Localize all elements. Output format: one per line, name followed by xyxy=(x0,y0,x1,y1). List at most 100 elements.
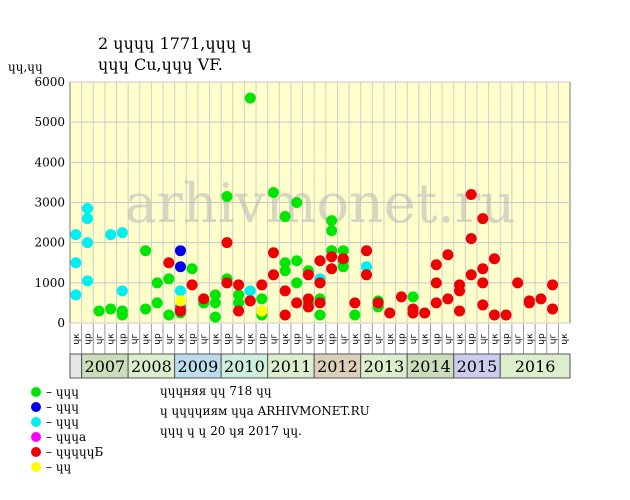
month-label: ɥк xyxy=(281,333,291,345)
data-point xyxy=(267,247,279,259)
data-point xyxy=(314,309,326,321)
month-label: ɥк xyxy=(456,333,466,345)
data-point xyxy=(302,269,314,281)
month-label: ɥг xyxy=(304,334,314,345)
data-point xyxy=(291,197,303,208)
month-label: ɥк xyxy=(490,333,500,345)
data-point xyxy=(326,263,338,275)
month-label: ɥг xyxy=(95,334,105,345)
data-point xyxy=(279,309,291,321)
month-label: ɥг xyxy=(514,334,524,345)
data-point xyxy=(291,277,303,289)
month-label: ɥр xyxy=(397,333,407,345)
data-point xyxy=(372,297,384,309)
legend-marker xyxy=(31,402,41,412)
data-point xyxy=(523,297,535,309)
data-point xyxy=(70,289,82,301)
legend-label: – ɥɥɥ xyxy=(46,385,79,399)
data-point xyxy=(81,275,93,287)
data-point xyxy=(326,225,338,237)
month-label: ɥр xyxy=(223,333,233,345)
month-label: ɥр xyxy=(328,333,338,345)
y-tick-label: 5000 xyxy=(34,115,65,129)
legend-label: – ɥɥɥ xyxy=(46,415,79,429)
info-line-3: ɥɥɥ ɥ ɥ 20 ɥя 2017 ɥɥ. xyxy=(160,424,302,438)
data-point xyxy=(244,295,256,307)
month-label: ɥг xyxy=(409,334,419,345)
year-label: 2009 xyxy=(178,357,219,376)
month-label: ɥг xyxy=(374,334,384,345)
info-line-1: ɥɥɥняя ɥɥ 718 ɥɥ xyxy=(160,384,272,398)
month-label: ɥк xyxy=(386,333,396,345)
watermark: arhivmonet.ru xyxy=(125,172,515,235)
data-point xyxy=(488,253,500,265)
year-cell xyxy=(267,353,315,379)
data-point xyxy=(337,261,349,273)
year-axis: 2007 2008 2009 2010 2011 2012 2013 2014 2015 2016 xyxy=(69,353,571,379)
y-axis: 0 1000 2000 3000 4000 5000 6000 xyxy=(34,75,65,330)
data-point xyxy=(174,305,186,317)
data-point xyxy=(81,213,93,225)
month-label: ɥр xyxy=(83,333,93,345)
month-label: ɥр xyxy=(153,333,163,345)
data-point xyxy=(81,203,93,215)
legend-label: – ɥɥɥ xyxy=(46,400,79,414)
month-label: ɥг xyxy=(269,334,279,345)
month-label: ɥк xyxy=(72,333,82,345)
y-tick-label: 3000 xyxy=(34,196,65,210)
month-label: ɥг xyxy=(479,334,489,345)
data-point xyxy=(70,229,82,241)
data-point xyxy=(116,309,128,321)
month-label: ɥр xyxy=(432,333,442,345)
data-point xyxy=(430,297,442,309)
y-tick-label: 2000 xyxy=(34,236,65,250)
month-label: ɥг xyxy=(130,334,140,345)
data-point xyxy=(256,279,268,291)
data-point xyxy=(291,297,303,309)
chart-title-line2: ɥɥɥ Cu,ɥɥɥ VF. xyxy=(98,55,223,74)
data-point xyxy=(465,269,477,281)
data-point xyxy=(81,237,93,249)
data-point xyxy=(174,245,186,257)
month-label: ɥр xyxy=(502,333,512,345)
month-label: ɥр xyxy=(537,333,547,345)
data-point xyxy=(209,297,221,309)
data-point xyxy=(186,263,198,275)
year-label: 2007 xyxy=(85,357,126,376)
data-point xyxy=(267,269,279,281)
data-point xyxy=(454,285,466,297)
month-label: ɥр xyxy=(363,333,373,345)
data-point xyxy=(116,285,128,297)
data-point xyxy=(547,303,559,315)
y-tick-label: 6000 xyxy=(34,75,65,89)
data-point xyxy=(163,273,175,285)
legend-label: – ɥɥɥɥɥБ xyxy=(46,445,103,459)
data-point xyxy=(407,307,419,319)
data-point xyxy=(407,291,419,303)
month-label: ɥк xyxy=(421,333,431,345)
data-point xyxy=(140,303,152,315)
data-point xyxy=(244,285,256,297)
year-label: 2011 xyxy=(271,357,312,376)
data-point xyxy=(209,289,221,301)
data-point xyxy=(174,261,186,273)
data-point xyxy=(512,277,524,289)
data-point xyxy=(314,297,326,309)
month-label: ɥг xyxy=(165,334,175,345)
data-point xyxy=(174,285,186,297)
year-row-border xyxy=(69,353,571,379)
data-point xyxy=(361,245,373,257)
legend-label: – ɥɥ xyxy=(46,460,72,474)
legend-marker xyxy=(31,417,41,427)
legend-marker xyxy=(31,432,41,442)
year-label: 2014 xyxy=(410,357,451,376)
data-point xyxy=(326,251,338,263)
month-axis: ɥк ɥр ɥг ɥк ɥр ɥг ɥк ɥр ɥг ɥк ɥр ɥг ɥк ɥр ɥг ɥк ɥр ɥг ɥк ɥр… xyxy=(69,324,570,354)
data-point xyxy=(547,279,559,291)
data-point xyxy=(477,299,489,311)
data-point xyxy=(442,249,454,261)
data-point xyxy=(151,277,163,289)
data-point xyxy=(302,301,314,313)
data-point xyxy=(105,229,117,241)
month-label: ɥр xyxy=(118,333,128,345)
